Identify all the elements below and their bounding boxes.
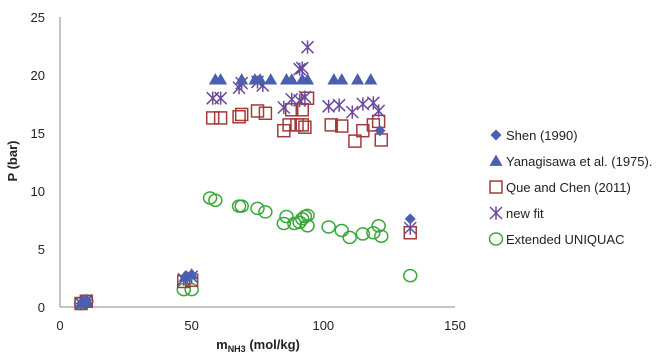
data-point-star xyxy=(322,99,336,113)
y-tick-label: 5 xyxy=(38,242,45,257)
series-circle xyxy=(73,191,418,311)
legend-item: Yanagisawa et al. (1975). xyxy=(489,154,652,169)
legend-label: Que and Chen (2011) xyxy=(506,180,631,195)
data-point-square xyxy=(298,120,312,134)
data-point-circle xyxy=(279,209,294,224)
y-tick-label: 20 xyxy=(31,68,45,83)
legend-marker-diamond xyxy=(490,129,502,141)
x-axis-title-subscript: NH3 xyxy=(228,344,246,354)
data-point-star xyxy=(298,90,312,104)
data-point-square xyxy=(250,104,265,118)
data-point-circle xyxy=(402,268,418,283)
data-point-circle xyxy=(300,219,315,233)
data-point-triangle xyxy=(301,73,315,85)
data-point-star xyxy=(345,105,359,119)
data-point-star xyxy=(214,91,228,105)
legend-label: new fit xyxy=(506,206,544,221)
data-point-diamond xyxy=(404,213,416,225)
data-point-square xyxy=(324,118,338,132)
x-tick-label: 0 xyxy=(56,318,63,333)
data-point-star xyxy=(332,98,346,112)
y-ticks: 0 5 10 15 20 25 xyxy=(31,10,45,315)
series-star xyxy=(74,40,417,311)
x-axis-title-units: (mol/kg) xyxy=(246,337,300,352)
data-point-diamond xyxy=(186,269,198,281)
data-point-star xyxy=(301,40,315,54)
data-point-triangle xyxy=(235,73,249,85)
data-point-circle xyxy=(234,199,249,213)
data-point-triangle xyxy=(285,73,299,85)
data-point-triangle xyxy=(214,73,228,85)
data-point-circle xyxy=(321,220,336,234)
data-point-circle xyxy=(355,227,371,241)
data-point-circle xyxy=(208,193,223,208)
data-point-square xyxy=(335,119,349,133)
data-point-circle xyxy=(250,201,265,216)
data-point-square xyxy=(374,133,389,147)
legend-item: new fit xyxy=(489,206,544,221)
x-tick-label: 50 xyxy=(184,318,198,333)
data-point-triangle xyxy=(253,73,267,85)
data-point-circle xyxy=(184,282,199,297)
legend-label: Shen (1990) xyxy=(506,128,578,143)
data-point-circle xyxy=(300,208,315,223)
y-tick-label: 25 xyxy=(31,10,45,25)
legend-marker-square xyxy=(489,180,503,194)
data-point-square xyxy=(258,106,273,121)
data-point-circle xyxy=(276,216,292,231)
data-point-square xyxy=(232,110,246,124)
data-point-triangle xyxy=(264,73,278,85)
data-point-triangle xyxy=(335,73,349,85)
legend-marker-triangle xyxy=(489,154,503,166)
data-point-star xyxy=(356,97,370,111)
y-axis-title: P (bar) xyxy=(5,141,20,182)
x-tick-label: 100 xyxy=(312,318,334,333)
data-point-star xyxy=(366,96,380,110)
data-point-circle xyxy=(371,219,386,233)
legend-marker-star xyxy=(489,206,503,220)
data-point-triangle xyxy=(364,73,378,85)
y-tick-label: 0 xyxy=(38,300,45,315)
x-axis-title: mNH3 (mol/kg) xyxy=(216,337,300,354)
x-ticks: 0 50 100 150 xyxy=(56,318,465,333)
data-point-square xyxy=(295,118,310,132)
data-point-star xyxy=(372,104,386,118)
data-point-diamond xyxy=(80,294,92,306)
data-point-square xyxy=(213,111,228,125)
x-axis-title-main: m xyxy=(216,337,228,352)
legend-label: Yanagisawa et al. (1975). xyxy=(506,154,652,169)
data-point-circle xyxy=(258,205,273,219)
legend-item: Extended UNIQUAC xyxy=(488,232,625,247)
data-point-square xyxy=(234,107,249,122)
legend: Shen (1990) Yanagisawa et al. (1975). Que … xyxy=(488,128,652,247)
legend-item: Shen (1990) xyxy=(490,128,578,143)
data-point-circle xyxy=(366,226,381,240)
y-tick-label: 10 xyxy=(31,184,45,199)
plot-marks xyxy=(73,40,418,311)
data-point-circle xyxy=(334,223,350,238)
data-point-star xyxy=(295,61,309,75)
axes xyxy=(59,17,455,308)
x-tick-label: 150 xyxy=(444,318,466,333)
data-point-diamond xyxy=(374,125,386,137)
legend-marker-circle xyxy=(488,232,504,246)
data-point-circle xyxy=(374,229,389,243)
series-diamond xyxy=(75,125,416,310)
y-tick-label: 15 xyxy=(31,126,45,141)
data-point-triangle xyxy=(351,73,365,85)
data-point-square xyxy=(205,111,220,125)
data-point-square xyxy=(282,118,296,132)
data-point-square xyxy=(348,134,362,148)
data-point-circle xyxy=(342,230,357,245)
series-triangle xyxy=(74,73,378,309)
legend-item: Que and Chen (2011) xyxy=(489,180,631,195)
legend-label: Extended UNIQUAC xyxy=(506,232,625,247)
